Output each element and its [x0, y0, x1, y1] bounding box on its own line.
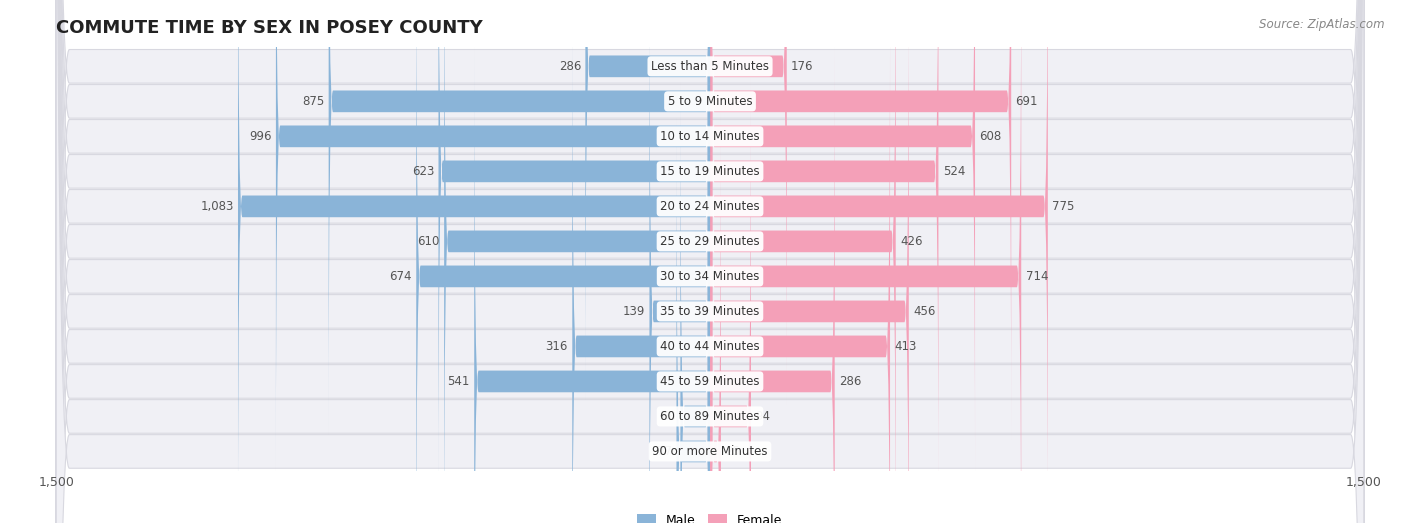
Text: 623: 623 [412, 165, 434, 178]
FancyBboxPatch shape [56, 0, 1364, 523]
FancyBboxPatch shape [439, 0, 710, 510]
Text: 413: 413 [894, 340, 917, 353]
Text: Less than 5 Minutes: Less than 5 Minutes [651, 60, 769, 73]
FancyBboxPatch shape [444, 0, 710, 523]
Text: 30 to 34 Minutes: 30 to 34 Minutes [661, 270, 759, 283]
FancyBboxPatch shape [56, 0, 1364, 523]
Text: 456: 456 [912, 305, 935, 318]
Text: 674: 674 [389, 270, 412, 283]
FancyBboxPatch shape [710, 0, 938, 510]
FancyBboxPatch shape [56, 0, 1364, 523]
Text: 714: 714 [1025, 270, 1047, 283]
FancyBboxPatch shape [56, 0, 1364, 523]
FancyBboxPatch shape [650, 0, 710, 523]
Legend: Male, Female: Male, Female [633, 508, 787, 523]
Text: COMMUTE TIME BY SEX IN POSEY COUNTY: COMMUTE TIME BY SEX IN POSEY COUNTY [56, 19, 484, 37]
FancyBboxPatch shape [56, 0, 1364, 523]
FancyBboxPatch shape [710, 0, 908, 523]
FancyBboxPatch shape [585, 0, 710, 405]
Text: 90 or more Minutes: 90 or more Minutes [652, 445, 768, 458]
FancyBboxPatch shape [710, 0, 1011, 440]
FancyBboxPatch shape [710, 0, 787, 405]
Text: 94: 94 [755, 410, 770, 423]
Text: 541: 541 [447, 375, 470, 388]
Text: 77: 77 [657, 445, 672, 458]
Text: 610: 610 [418, 235, 440, 248]
Text: 25: 25 [725, 445, 740, 458]
FancyBboxPatch shape [56, 0, 1364, 523]
FancyBboxPatch shape [56, 0, 1364, 523]
Text: Source: ZipAtlas.com: Source: ZipAtlas.com [1260, 18, 1385, 31]
FancyBboxPatch shape [56, 0, 1364, 523]
FancyBboxPatch shape [416, 0, 710, 523]
Text: 775: 775 [1052, 200, 1074, 213]
FancyBboxPatch shape [56, 0, 1364, 523]
FancyBboxPatch shape [710, 0, 974, 475]
FancyBboxPatch shape [710, 0, 1021, 523]
FancyBboxPatch shape [710, 0, 896, 523]
Text: 139: 139 [623, 305, 645, 318]
Text: 45 to 59 Minutes: 45 to 59 Minutes [661, 375, 759, 388]
Text: 608: 608 [980, 130, 1001, 143]
FancyBboxPatch shape [710, 0, 1047, 523]
Text: 176: 176 [792, 60, 814, 73]
FancyBboxPatch shape [572, 7, 710, 523]
FancyBboxPatch shape [56, 0, 1364, 523]
FancyBboxPatch shape [710, 112, 721, 523]
FancyBboxPatch shape [681, 77, 710, 523]
FancyBboxPatch shape [710, 42, 835, 523]
FancyBboxPatch shape [474, 42, 710, 523]
Text: 875: 875 [302, 95, 325, 108]
FancyBboxPatch shape [56, 0, 1364, 523]
Text: 35 to 39 Minutes: 35 to 39 Minutes [661, 305, 759, 318]
FancyBboxPatch shape [710, 77, 751, 523]
Text: 20 to 24 Minutes: 20 to 24 Minutes [661, 200, 759, 213]
Text: 5 to 9 Minutes: 5 to 9 Minutes [668, 95, 752, 108]
Text: 286: 286 [558, 60, 581, 73]
FancyBboxPatch shape [710, 7, 890, 523]
FancyBboxPatch shape [56, 0, 1364, 523]
Text: 15 to 19 Minutes: 15 to 19 Minutes [661, 165, 759, 178]
FancyBboxPatch shape [276, 0, 710, 475]
FancyBboxPatch shape [676, 112, 710, 523]
Text: 40 to 44 Minutes: 40 to 44 Minutes [661, 340, 759, 353]
Text: 25 to 29 Minutes: 25 to 29 Minutes [661, 235, 759, 248]
Text: 691: 691 [1015, 95, 1038, 108]
Text: 996: 996 [249, 130, 271, 143]
Text: 10 to 14 Minutes: 10 to 14 Minutes [661, 130, 759, 143]
Text: 60 to 89 Minutes: 60 to 89 Minutes [661, 410, 759, 423]
Text: 524: 524 [943, 165, 965, 178]
Text: 68: 68 [661, 410, 676, 423]
Text: 1,083: 1,083 [200, 200, 233, 213]
Text: 316: 316 [546, 340, 568, 353]
FancyBboxPatch shape [329, 0, 710, 440]
FancyBboxPatch shape [238, 0, 710, 523]
Text: 426: 426 [900, 235, 922, 248]
Text: 286: 286 [839, 375, 862, 388]
